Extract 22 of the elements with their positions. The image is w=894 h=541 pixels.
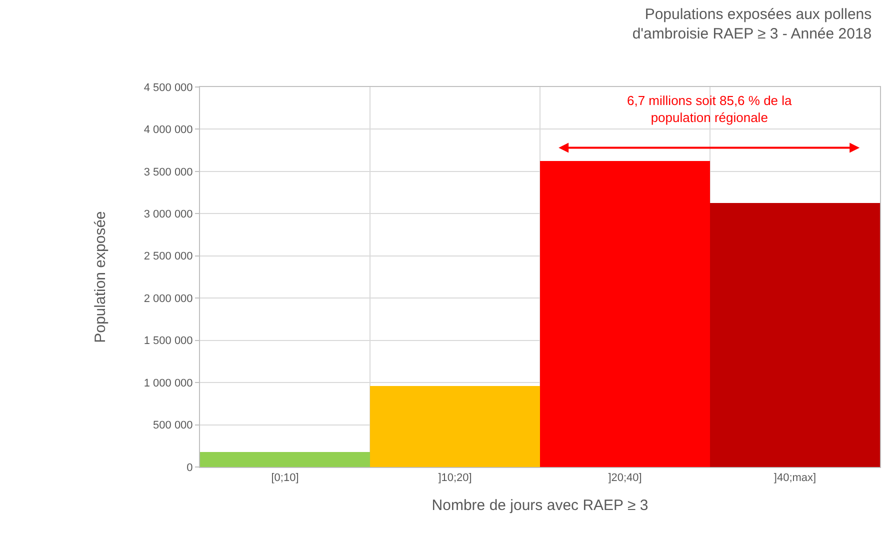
y-tick-label: 3 500 000 [144, 166, 193, 178]
y-tick-label: 4 500 000 [144, 82, 193, 94]
chart-title: Populations exposées aux pollens d'ambroisie RAEP ≥ 3 - Année 2018 [632, 6, 872, 42]
x-axis-title: Nombre de jours avec RAEP ≥ 3 [432, 497, 648, 514]
x-tick-label: ]10;20] [438, 472, 472, 484]
x-tick-label: ]40;max] [774, 472, 816, 484]
y-tick-label: 4 000 000 [144, 124, 193, 136]
y-axis-title: Population exposée [92, 211, 110, 343]
y-tick-label: 2 000 000 [144, 292, 193, 305]
x-tick-label: ]20;40] [608, 472, 642, 484]
y-tick-label: 0 [186, 462, 193, 474]
y-tick-label: 1 500 000 [144, 335, 193, 348]
y-tick-label: 3 000 000 [144, 208, 193, 221]
y-tick-label: 500 000 [153, 420, 193, 432]
x-tick-label: [0;10] [271, 472, 299, 484]
bar [540, 161, 710, 467]
annotation: 6,7 millions soit 85,6 % de la population régionale [627, 93, 793, 125]
bar [200, 452, 370, 467]
bar [370, 386, 540, 467]
y-tick-label: 2 500 000 [144, 250, 193, 263]
y-tick-label: 1 000 000 [144, 377, 193, 390]
bar [710, 203, 880, 467]
